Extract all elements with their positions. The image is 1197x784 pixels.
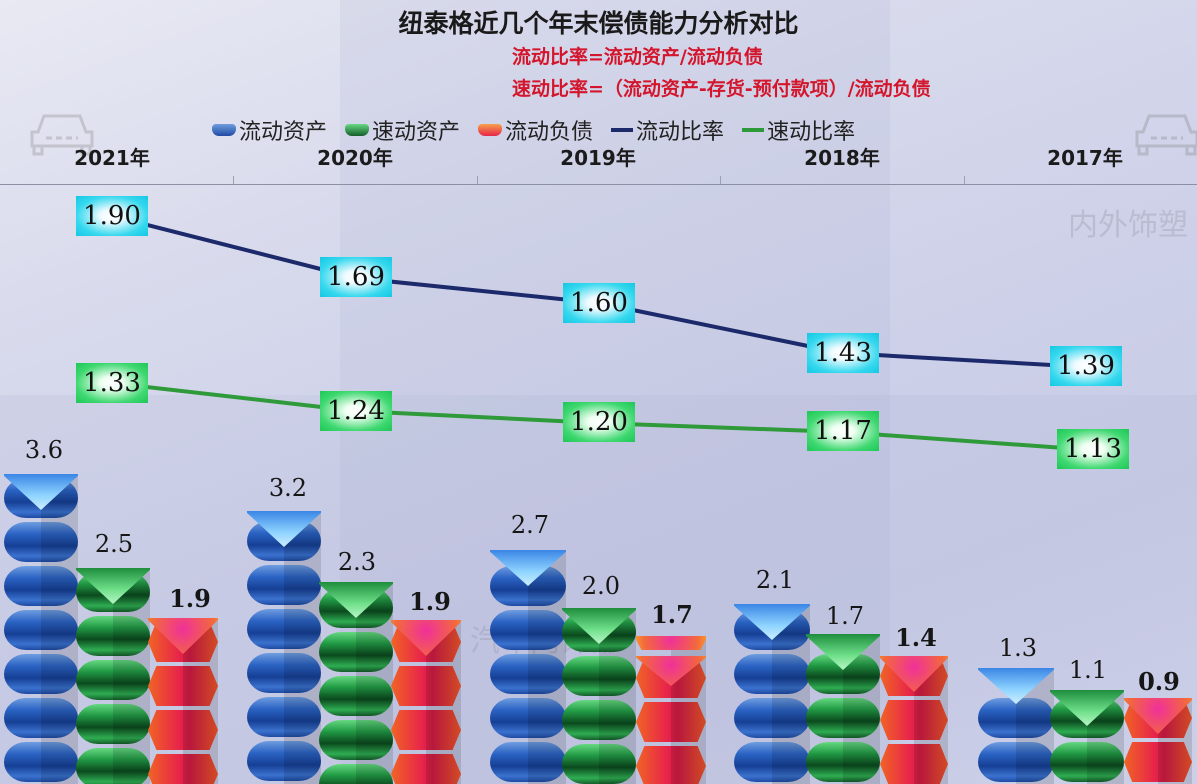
current-ratio-label-2021: 1.90: [76, 196, 148, 236]
legend-label: 流动资产: [239, 120, 328, 145]
navy-line-swatch-icon: [611, 128, 634, 132]
blue-bar-swatch-icon: [212, 124, 236, 136]
bar-quick-assets-2021: [76, 568, 150, 784]
legend-label: 速动资产: [372, 120, 461, 145]
watermark-text-right: 内外饰塑: [1068, 208, 1188, 243]
bar-quick-assets-2018: [806, 634, 880, 784]
bar-current-assets-2019: [490, 550, 566, 784]
axis-tick: [233, 176, 234, 184]
bar-current-liabilities-2017: [1124, 698, 1192, 784]
bar-value-label: 2.5: [94, 530, 134, 558]
axis-tick: [477, 176, 478, 184]
bar-current-liabilities-2020: [391, 620, 461, 784]
current-ratio-label-2018: 1.43: [807, 333, 879, 373]
quick-ratio-label-2019: 1.20: [563, 402, 635, 442]
green-line-swatch-icon: [742, 128, 765, 132]
legend-label: 流动比率: [636, 120, 725, 145]
red-bar-swatch-icon: [478, 124, 503, 136]
formula-current-ratio: 流动比率=流动资产/流动负债: [512, 46, 763, 68]
bar-quick-assets-2020: [319, 582, 393, 784]
legend-item-quick-ratio: 速动比率: [742, 114, 855, 146]
bar-value-label: 2.7: [510, 511, 550, 539]
bar-value-label: 1.9: [169, 584, 211, 613]
quick-ratio-label-2017: 1.13: [1057, 429, 1129, 469]
bar-current-liabilities-2021: [148, 618, 218, 784]
bar-value-label: 2.3: [337, 548, 377, 576]
current-ratio-label-2019: 1.60: [563, 283, 635, 323]
bar-current-assets-2021: [4, 474, 78, 784]
quick-ratio-label-2018: 1.17: [807, 411, 879, 451]
bar-value-label: 1.3: [998, 634, 1038, 662]
legend-label: 速动比率: [767, 120, 856, 145]
quick-ratio-label-2020: 1.24: [320, 391, 392, 431]
bar-current-assets-2018: [734, 604, 810, 784]
axis-tick: [964, 176, 965, 184]
bar-value-label: 3.2: [268, 474, 308, 502]
category-label-2017: 2017年: [1047, 146, 1123, 170]
formula-quick-ratio: 速动比率=（流动资产-存货-预付款项）/流动负债: [512, 78, 931, 100]
axis-tick: [720, 176, 721, 184]
bar-current-liabilities-2018: [880, 656, 948, 784]
category-label-2021: 2021年: [74, 146, 150, 170]
legend-item-current-assets: 流动资产: [212, 114, 327, 146]
bar-value-label: 2.0: [581, 572, 621, 600]
legend-label: 流动负债: [505, 120, 594, 145]
quick-ratio-label-2021: 1.33: [76, 363, 148, 403]
category-label-2020: 2020年: [317, 146, 393, 170]
legend-item-quick-assets: 速动资产: [345, 114, 460, 146]
bar-value-label: 1.7: [651, 600, 693, 629]
bar-current-assets-2017: [978, 668, 1054, 784]
bar-value-label: 1.4: [895, 623, 937, 652]
current-ratio-label-2020: 1.69: [320, 257, 392, 297]
chart-legend: 流动资产 速动资产 流动负债 流动比率 速动比率: [212, 114, 855, 146]
bar-value-label: 3.6: [24, 436, 64, 464]
bar-value-label: 1.9: [409, 587, 451, 616]
bar-value-label: 1.1: [1068, 656, 1108, 684]
car-icon: [1135, 114, 1197, 156]
bar-value-label: 2.1: [755, 566, 795, 594]
bar-value-label: 1.7: [825, 602, 865, 630]
category-label-2018: 2018年: [804, 146, 880, 170]
chart-title: 纽泰格近几个年末偿债能力分析对比: [398, 9, 799, 38]
bar-current-assets-2020: [247, 511, 321, 784]
bar-quick-assets-2019: [562, 608, 636, 784]
legend-item-current-ratio: 流动比率: [611, 114, 724, 146]
legend-item-current-liabilities: 流动负债: [478, 114, 593, 146]
bar-current-liabilities-2019: [636, 636, 706, 784]
category-axis-line: [0, 184, 1197, 185]
bar-value-label: 0.9: [1138, 667, 1180, 696]
current-ratio-label-2017: 1.39: [1050, 346, 1122, 386]
green-bar-swatch-icon: [345, 124, 370, 136]
bar-quick-assets-2017: [1050, 690, 1124, 784]
category-label-2019: 2019年: [560, 146, 636, 170]
car-icon: [30, 114, 94, 156]
